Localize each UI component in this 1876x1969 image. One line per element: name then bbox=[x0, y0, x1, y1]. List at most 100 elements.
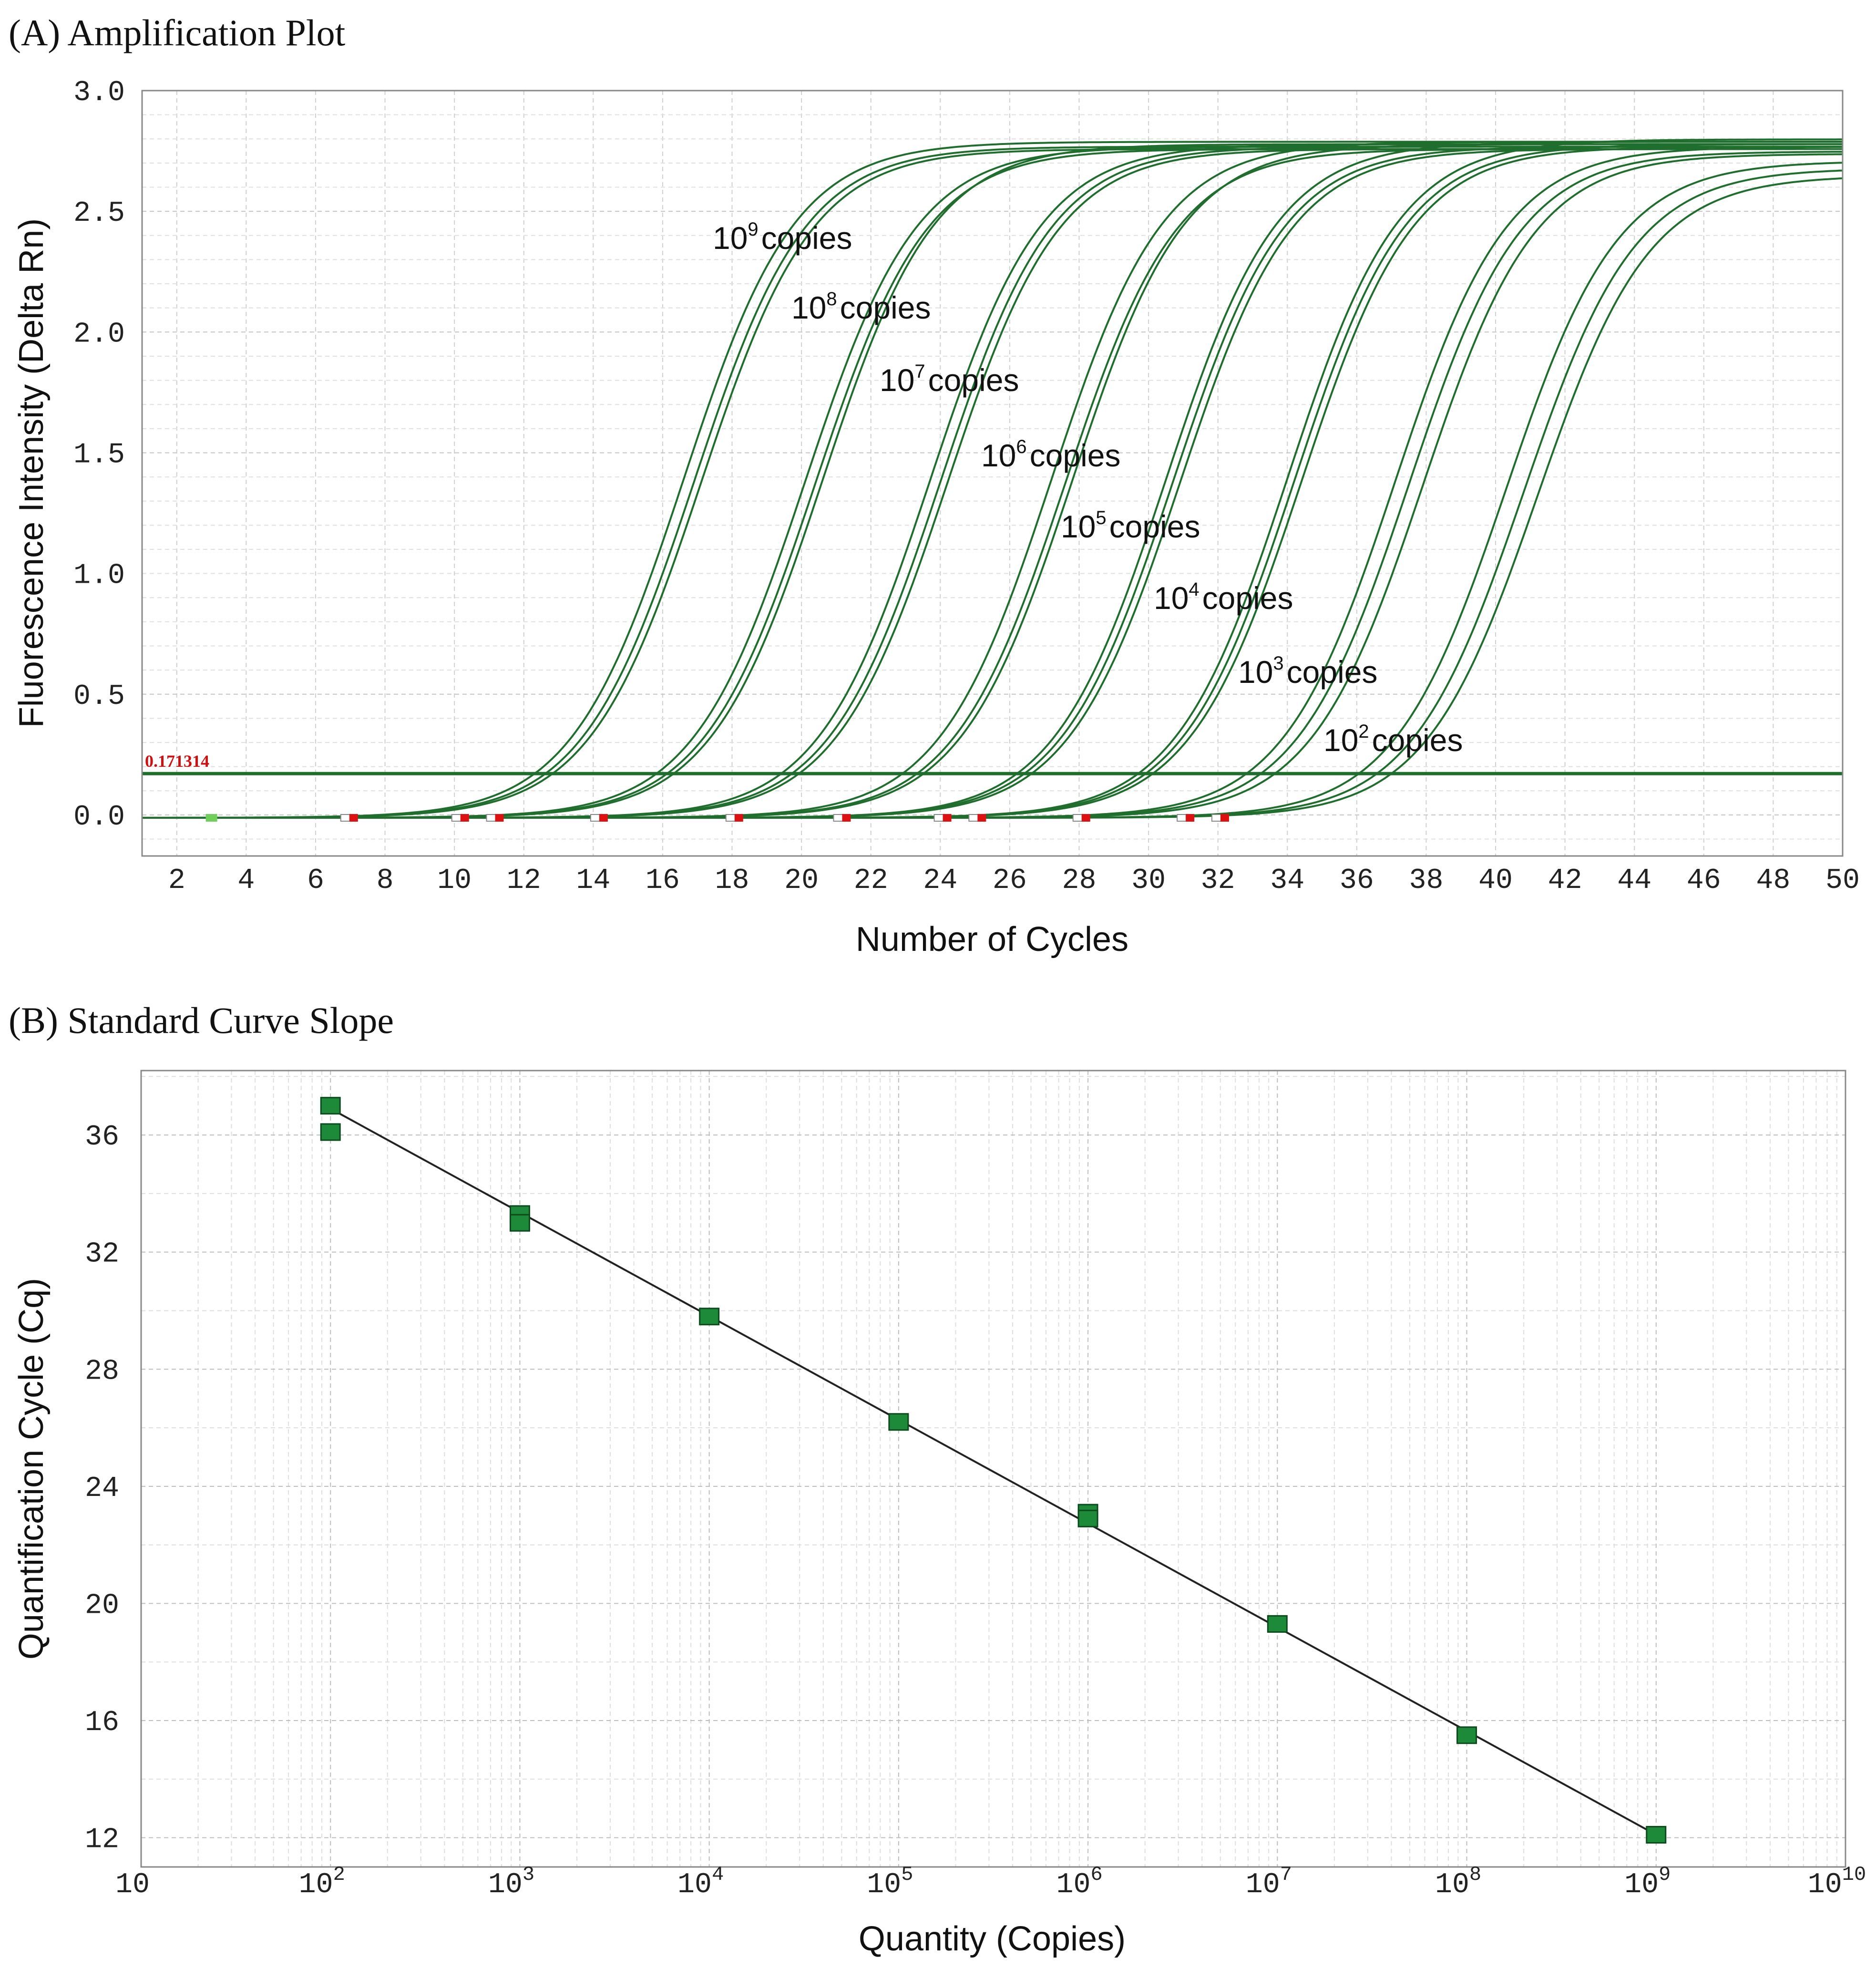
amp-curve bbox=[142, 143, 1843, 819]
amp-x-tick: 24 bbox=[923, 865, 957, 897]
std-x-tick-exp: 10 bbox=[1842, 1863, 1866, 1886]
amp-x-tick: 20 bbox=[784, 865, 819, 897]
std-x-tick: 102 bbox=[299, 1863, 345, 1901]
std-x-tick-base: 10 bbox=[299, 1869, 333, 1901]
amp-series-label-suffix: copies bbox=[1287, 654, 1378, 690]
std-x-tick-exp: 7 bbox=[1280, 1863, 1292, 1886]
std-x-tick-exp: 2 bbox=[333, 1863, 345, 1886]
std-point bbox=[1267, 1615, 1288, 1633]
amp-curve bbox=[142, 141, 1843, 819]
amp-baseline-marker-end bbox=[349, 814, 358, 822]
amp-x-tick: 36 bbox=[1340, 865, 1374, 897]
std-point bbox=[509, 1214, 530, 1232]
amp-curve bbox=[142, 148, 1843, 819]
amp-y-tick: 3.0 bbox=[73, 77, 125, 109]
amp-curve bbox=[142, 148, 1843, 819]
std-x-tick-base: 10 bbox=[1056, 1869, 1090, 1901]
amp-x-tick: 38 bbox=[1409, 865, 1443, 897]
std-y-axis-label: Quantification Cycle (Cq) bbox=[12, 1278, 51, 1660]
std-y-tick: 32 bbox=[85, 1238, 119, 1271]
amp-curve bbox=[142, 143, 1843, 819]
std-y-tick: 24 bbox=[85, 1473, 119, 1505]
amp-curve bbox=[142, 177, 1843, 819]
amp-threshold: 0.171314 bbox=[142, 752, 1843, 775]
amp-series-label-exp: 3 bbox=[1273, 653, 1283, 674]
amp-curve bbox=[142, 148, 1843, 819]
std-x-tick: 104 bbox=[677, 1863, 724, 1901]
amp-curve bbox=[142, 148, 1843, 819]
std-y-tick: 28 bbox=[85, 1355, 119, 1388]
amp-series-label: 109copies bbox=[713, 219, 852, 256]
amp-series-label-suffix: copies bbox=[1372, 722, 1463, 758]
amp-curves bbox=[142, 138, 1843, 819]
amp-x-tick: 46 bbox=[1687, 865, 1721, 897]
amp-x-tick: 44 bbox=[1617, 865, 1651, 897]
std-x-tick-base: 10 bbox=[1435, 1869, 1469, 1901]
std-plot-frame bbox=[140, 1070, 1846, 1868]
amp-curve bbox=[142, 141, 1843, 819]
std-x-tick: 1010 bbox=[1808, 1863, 1866, 1901]
amp-series-label-exp: 2 bbox=[1358, 721, 1369, 742]
amp-x-tick: 50 bbox=[1825, 865, 1860, 897]
std-x-tick-base: 10 bbox=[1246, 1869, 1280, 1901]
amp-x-tick-labels: 2 4 6 8 10 12 14 16 18 20 22 24 26 28 30 32 34 36 38 40 42 44… bbox=[168, 865, 1860, 897]
amp-x-tick: 8 bbox=[377, 865, 394, 897]
amp-baseline-marker-end bbox=[495, 814, 504, 822]
std-point bbox=[320, 1123, 341, 1141]
amp-series-label-base: 10 bbox=[791, 290, 826, 325]
std-title: (B) Standard Curve Slope bbox=[9, 1000, 394, 1041]
amp-baseline-marker-start bbox=[205, 814, 217, 822]
amp-baseline-marker-end bbox=[460, 814, 469, 822]
std-fit-line bbox=[330, 1108, 1657, 1836]
std-x-tick: 105 bbox=[867, 1863, 913, 1901]
amp-baseline-marker-end bbox=[1081, 814, 1090, 822]
std-x-tick-base: 10 bbox=[488, 1869, 523, 1901]
std-x-tick: 106 bbox=[1056, 1863, 1102, 1901]
std-point bbox=[1456, 1726, 1477, 1744]
std-x-tick-exp: 4 bbox=[712, 1863, 724, 1886]
amp-y-tick: 1.5 bbox=[73, 439, 125, 471]
amp-y-tick: 2.0 bbox=[73, 318, 125, 351]
std-x-tick-exp: 5 bbox=[901, 1863, 913, 1886]
std-x-tick: 103 bbox=[488, 1863, 534, 1901]
amp-x-tick: 32 bbox=[1201, 865, 1235, 897]
amp-x-tick: 22 bbox=[854, 865, 888, 897]
standard-curve-plot: (B) Standard Curve Slope 10 102 103 104 105 1… bbox=[9, 1000, 1866, 1958]
amp-grid bbox=[142, 90, 1843, 856]
amp-x-tick: 10 bbox=[437, 865, 472, 897]
amp-series-label: 106copies bbox=[981, 436, 1120, 473]
amp-x-tick: 14 bbox=[576, 865, 610, 897]
amp-series-label-base: 10 bbox=[1061, 509, 1096, 544]
amp-curve bbox=[142, 148, 1843, 819]
std-x-tick-labels: 10 102 103 104 105 106 107 108 109 1010 bbox=[115, 1863, 1866, 1901]
amp-title: (A) Amplification Plot bbox=[9, 12, 346, 53]
amp-series-label: 105copies bbox=[1061, 507, 1200, 544]
amp-plot-frame bbox=[141, 90, 1844, 857]
amp-curve bbox=[142, 143, 1843, 819]
amp-series-label: 107copies bbox=[880, 361, 1019, 398]
amp-series-label-suffix: copies bbox=[928, 362, 1019, 398]
amp-x-axis-label: Number of Cycles bbox=[856, 920, 1128, 959]
std-x-tick-base: 10 bbox=[1624, 1869, 1659, 1901]
amp-series-label-exp: 9 bbox=[748, 219, 758, 240]
std-x-tick-base: 10 bbox=[1808, 1869, 1842, 1901]
amp-x-tick: 12 bbox=[507, 865, 541, 897]
amp-baseline-marker-end bbox=[599, 814, 608, 822]
amp-baseline-marker-end bbox=[842, 814, 851, 822]
amp-series-label: 104copies bbox=[1154, 579, 1293, 616]
std-x-tick-base: 10 bbox=[115, 1869, 150, 1901]
amp-series-label-base: 10 bbox=[880, 362, 914, 398]
amp-series-label-exp: 8 bbox=[826, 289, 837, 309]
amp-threshold-label: 0.171314 bbox=[145, 752, 209, 771]
std-y-tick: 20 bbox=[85, 1589, 119, 1622]
amp-baseline-marker-end bbox=[734, 814, 743, 822]
amp-baseline-markers bbox=[205, 814, 1229, 822]
std-x-tick: 109 bbox=[1624, 1863, 1671, 1901]
std-y-tick: 12 bbox=[85, 1824, 119, 1856]
std-point bbox=[699, 1308, 720, 1326]
amp-series-label: 102copies bbox=[1323, 721, 1463, 758]
amp-series-label-suffix: copies bbox=[1109, 509, 1200, 544]
std-point bbox=[320, 1097, 341, 1115]
amp-curve bbox=[142, 169, 1843, 819]
